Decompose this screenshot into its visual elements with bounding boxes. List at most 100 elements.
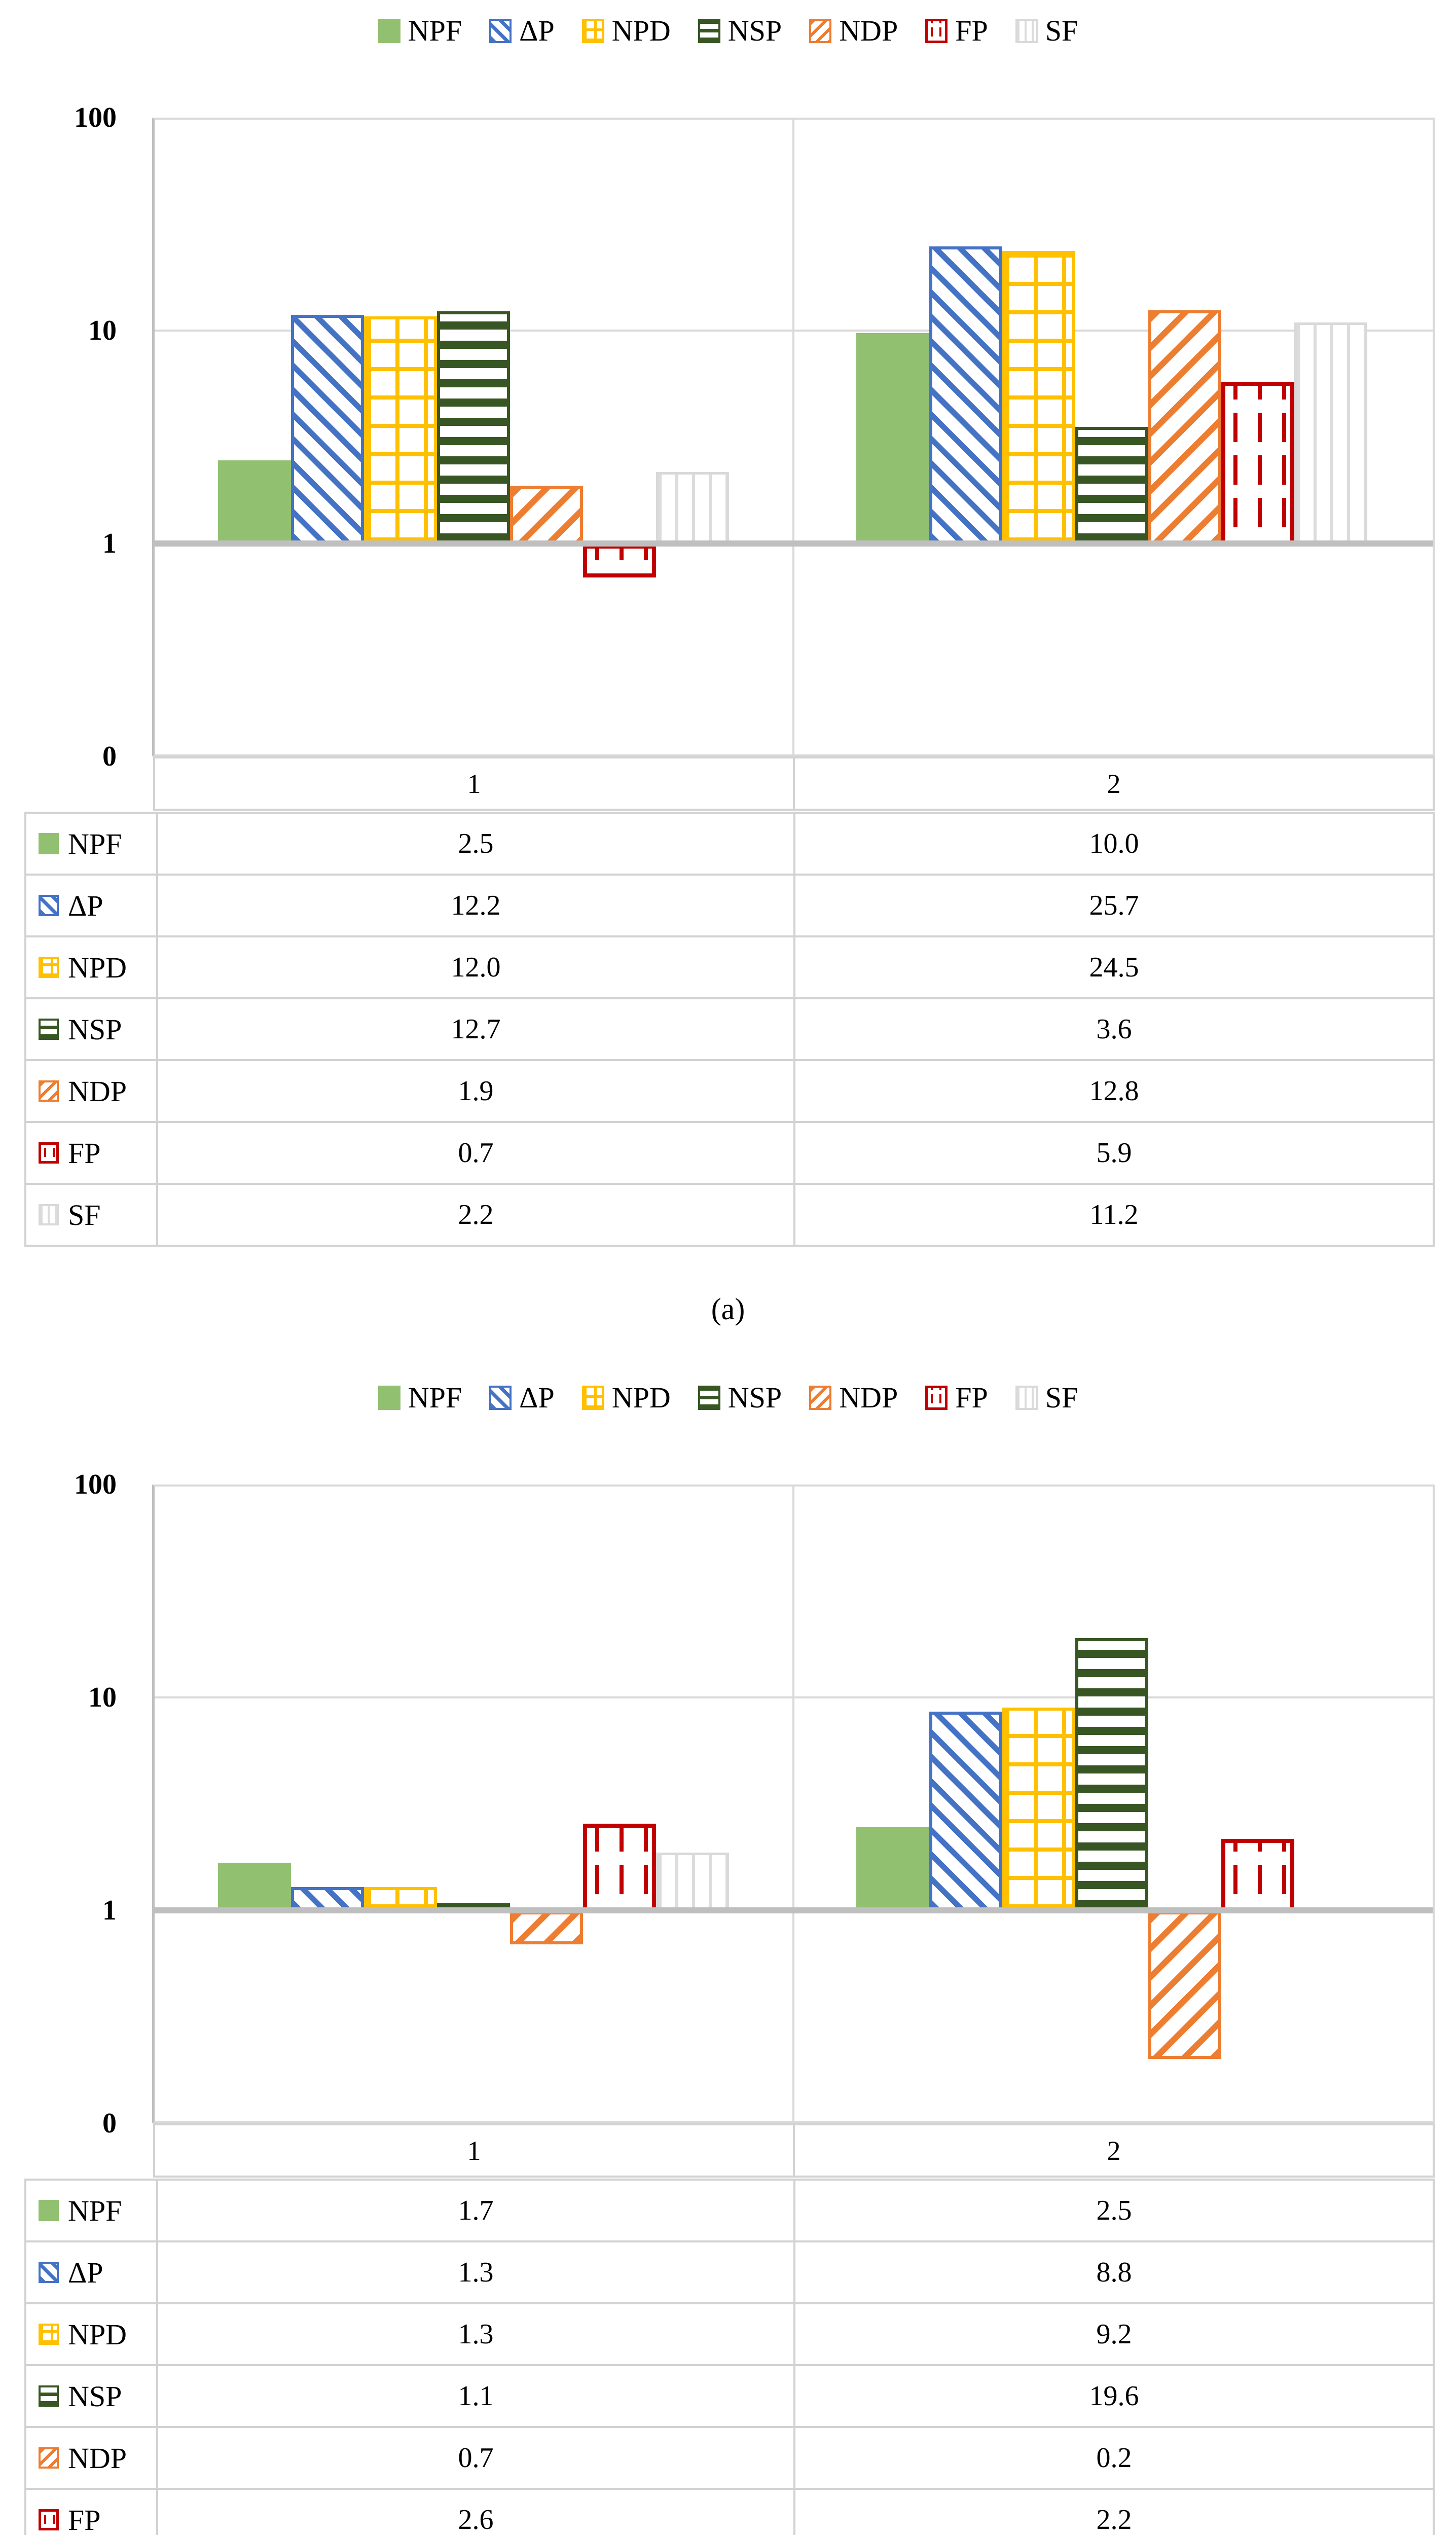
bar-b-npf-cat1 [218,1863,291,1911]
y-axis-tick-1: 1 [102,1895,117,1926]
bar-a-sf-cat1 [656,472,729,545]
legend-swatch-nsp-icon [698,19,720,43]
category-label-1: 1 [155,2125,793,2176]
bar-a-delta-p-cat1 [291,315,364,545]
table-value-sf-cat2: 11.2 [795,1185,1433,1245]
legend-item-npd: NPD [581,1383,671,1413]
table-row-label-fp: FP [26,2490,156,2535]
table-row-label-npf: NPF [26,814,156,874]
category-divider [792,120,794,754]
table-series-name-sf: SF [68,1198,101,1232]
legend-swatch-fp-icon [925,1386,948,1410]
bar-b-npf-cat2 [856,1827,929,1911]
legend-item-npf: NPF [378,16,462,46]
table-series-name-fp: FP [68,2503,101,2535]
table-row-label-npd: NPD [26,937,156,997]
table-key-swatch-delta-p-icon [39,2262,59,2283]
table-value-nsp-cat1: 1.1 [158,2366,793,2426]
bar-b-nsp-cat2 [1075,1638,1148,1911]
table-value-npd-cat2: 9.2 [795,2304,1433,2364]
legend-label-ndp: NDP [839,14,898,47]
bar-b-ndp-cat1 [510,1911,583,1944]
bar-b-sf-cat1 [656,1853,729,1911]
table-key-swatch-npd-icon [39,957,59,978]
bar-a-fp-cat2 [1221,382,1294,545]
table-value-npd-cat1: 1.3 [158,2304,793,2364]
table-value-nsp-cat1: 12.7 [158,999,793,1059]
caption-a: (a) [711,1292,745,1326]
y-axis-tick-0: 0 [102,741,117,772]
legend-swatch-sf-icon [1015,19,1038,43]
table-value-nsp-cat2: 3.6 [795,999,1433,1059]
y-axis-tick-100: 100 [74,102,117,133]
table-value-ndp-cat2: 12.8 [795,1061,1433,1121]
legend-item-ndp: NDP [809,16,898,46]
table-row-label-fp: FP [26,1123,156,1183]
legend-swatch-ndp-icon [809,1386,832,1410]
table-key-swatch-npf-icon [39,2200,59,2221]
category-label-2: 2 [793,758,1433,809]
table-series-name-ndp: NDP [68,1074,127,1108]
table-series-name-npd: NPD [68,951,127,984]
bar-a-delta-p-cat2 [929,246,1002,545]
table-value-sf-cat1: 2.2 [158,1185,793,1245]
legend-swatch-sf-icon [1015,1386,1038,1410]
table-value-fp-cat1: 2.6 [158,2490,793,2535]
y-axis-tick-10: 10 [88,1682,117,1713]
table-row-label-npd: NPD [26,2304,156,2364]
legend-item-delta-p: ΔP [489,16,555,46]
bar-b-fp-cat1 [583,1824,656,1911]
table-row-label-npf: NPF [26,2181,156,2240]
legend-b: NPF ΔP NPD NSP NDP FP SF [0,1380,1456,1416]
table-series-name-ndp: NDP [68,2441,127,2475]
table-row-label-ndp: NDP [26,1061,156,1121]
legend-label-ndp: NDP [839,1381,898,1414]
axis-line-1 [155,540,1433,547]
bar-a-npd-cat2 [1002,251,1075,545]
table-series-name-delta-p: ΔP [68,889,103,922]
table-series-name-nsp: NSP [68,2379,122,2413]
table-key-swatch-sf-icon [39,1204,59,1225]
legend-swatch-fp-icon [925,19,948,43]
table-key-swatch-nsp-icon [39,1019,59,1040]
legend-item-nsp: NSP [698,1383,782,1413]
table-value-npf-cat2: 2.5 [795,2181,1433,2240]
category-label-1: 1 [155,758,793,809]
table-row-label-nsp: NSP [26,999,156,1059]
table-series-name-npd: NPD [68,2317,127,2351]
table-series-name-fp: FP [68,1136,101,1170]
table-key-swatch-fp-icon [39,1142,59,1164]
legend-item-npd: NPD [581,16,671,46]
table-key-swatch-nsp-icon [39,2385,59,2407]
y-axis-tick-100: 100 [74,1469,117,1500]
legend-swatch-delta-p-icon [489,19,512,43]
data-table-b: NPF 1.7 2.5 ΔP 1.3 8.8 NPD 1.3 9.2 NSP 1.1 19.6 NDP 0… [24,2179,1435,2535]
data-table-a: NPF 2.5 10.0 ΔP 12.2 25.7 NPD 12.0 24.5 NSP 12.7 3.… [24,812,1435,1247]
table-value-npf-cat2: 10.0 [795,814,1433,874]
legend-label-npf: NPF [408,1381,462,1414]
legend-item-ndp: NDP [809,1383,898,1413]
table-value-npf-cat1: 2.5 [158,814,793,874]
table-key-swatch-ndp-icon [39,2447,59,2469]
table-series-name-npf: NPF [68,827,122,860]
category-divider [792,1487,794,2121]
bar-a-npf-cat2 [856,333,929,545]
bar-b-ndp-cat2 [1148,1911,1221,2059]
table-row-label-delta-p: ΔP [26,876,156,935]
plot-area-a [152,118,1435,756]
legend-swatch-npf-icon [378,19,401,43]
table-value-delta-p-cat2: 25.7 [795,876,1433,935]
legend-item-sf: SF [1015,16,1078,46]
legend-swatch-npd-icon [581,19,604,43]
legend-label-sf: SF [1045,1381,1078,1414]
bar-a-sf-cat2 [1294,322,1367,545]
table-key-swatch-ndp-icon [39,1080,59,1102]
legend-item-nsp: NSP [698,16,782,46]
bar-b-delta-p-cat2 [929,1712,1002,1911]
table-row-label-sf: SF [26,1185,156,1245]
legend-swatch-nsp-icon [698,1386,720,1410]
bar-b-fp-cat2 [1221,1839,1294,1911]
category-label-2: 2 [793,2125,1433,2176]
